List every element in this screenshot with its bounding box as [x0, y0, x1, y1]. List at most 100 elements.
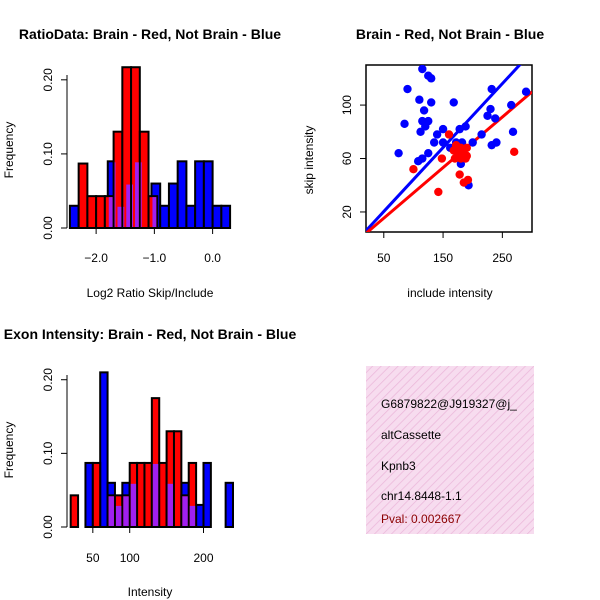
- scatter-point-brain: [449, 146, 458, 155]
- histogram-overlap-bar: [130, 483, 137, 526]
- scatter-point-not-brain: [508, 127, 518, 136]
- histogram-bar-brain: [136, 461, 146, 529]
- scatter-point-not-brain: [413, 156, 423, 166]
- histogram-bar-brain: [143, 461, 153, 529]
- histogram-bar-not-brain: [159, 204, 170, 229]
- scatter-point-not-brain: [438, 138, 448, 147]
- histogram-bar-brain: [172, 430, 183, 529]
- scatter-point-not-brain: [521, 87, 531, 96]
- histogram-overlap-bar: [117, 206, 122, 227]
- histogram-overlap-bar: [123, 496, 129, 526]
- histogram-overlap-bar: [134, 162, 139, 227]
- x-tick-label: 0.0: [204, 251, 221, 265]
- y-tick-label: 0.10: [41, 142, 55, 166]
- intensity-x-label: Intensity: [128, 585, 173, 599]
- scatter-point-not-brain: [400, 119, 409, 128]
- y-tick-label: 20: [340, 205, 354, 219]
- histogram-overlap-bar: [182, 496, 188, 526]
- scatter-point-not-brain: [468, 138, 477, 147]
- histogram-overlap-bar: [115, 505, 122, 526]
- histogram-overlap-bar: [108, 496, 114, 526]
- histogram-bar-not-brain: [99, 371, 109, 529]
- histogram-bar-not-brain: [202, 160, 214, 229]
- info-panel: G6879822@J919327@j_ altCassette Kpnb3 ch…: [366, 366, 534, 534]
- ratio-x-label: Log2 Ratio Skip/Include: [87, 286, 214, 300]
- ratio-chart-title: RatioData: Brain - Red, Not Brain - Blue: [19, 26, 281, 42]
- scatter-point-brain: [455, 170, 464, 179]
- info-line-event-type: altCassette: [381, 428, 441, 442]
- intensity-bars: [69, 371, 235, 529]
- x-tick-label: 50: [377, 251, 391, 265]
- histogram-overlap-bar: [152, 197, 157, 227]
- scatter-point-brain: [434, 187, 443, 197]
- histogram-bar-not-brain: [224, 481, 235, 528]
- scatter-point-not-brain: [415, 95, 424, 104]
- scatter-point-brain: [462, 151, 471, 161]
- histogram-overlap-bar: [108, 197, 113, 227]
- scatter-point-not-brain: [438, 124, 448, 134]
- scatter-point-brain: [510, 147, 519, 157]
- ratio-bars: [68, 66, 232, 230]
- histogram-bar-not-brain: [185, 204, 197, 229]
- histogram-overlap-bar: [114, 162, 116, 227]
- scatter-point-not-brain: [487, 84, 496, 94]
- info-pval: Pval: 0.002667: [381, 512, 461, 526]
- intensity-chart-title: Exon Intensity: Brain - Red, Not Brain -…: [4, 326, 297, 342]
- histogram-overlap-bar: [140, 162, 142, 227]
- intensity-histogram-panel: Exon Intensity: Brain - Red, Not Brain -…: [2, 326, 296, 599]
- scatter-point-not-brain: [403, 84, 412, 94]
- x-tick-label: −2.0: [84, 251, 108, 265]
- histogram-overlap-bar: [126, 184, 131, 227]
- scatter-point-not-brain: [427, 98, 436, 107]
- ratio-y-label: Frequency: [2, 122, 16, 179]
- histogram-bar-not-brain: [176, 160, 188, 229]
- histogram-overlap-bar: [123, 206, 125, 227]
- ratio-histogram-panel: RatioData: Brain - Red, Not Brain - Blue…: [2, 26, 281, 300]
- histogram-bar-not-brain: [84, 461, 94, 529]
- histogram-bar-not-brain: [220, 204, 232, 229]
- scatter-point-brain: [437, 154, 447, 163]
- scatter-point-not-brain: [483, 111, 492, 120]
- scatter-point-not-brain: [461, 122, 470, 131]
- scatter-point-not-brain: [491, 114, 500, 123]
- histogram-bar-brain: [95, 195, 106, 230]
- scatter-point-not-brain: [394, 148, 403, 158]
- scatter-ticks: 50 150 250 20 60 100: [340, 95, 513, 265]
- y-tick-label: 0.00: [41, 515, 55, 539]
- regression-line-brain: [366, 90, 532, 232]
- scatter-chart-title: Brain - Red, Not Brain - Blue: [356, 26, 544, 42]
- x-tick-label: 250: [492, 251, 512, 265]
- scatter-point-brain: [462, 143, 471, 153]
- x-tick-label: 200: [193, 551, 213, 565]
- histogram-bar-not-brain: [202, 461, 212, 529]
- histogram-bar-brain: [77, 162, 89, 229]
- scatter-point-brain: [409, 165, 418, 174]
- scatter-point-not-brain: [432, 130, 442, 139]
- histogram-bar-brain: [158, 461, 168, 529]
- scatter-marks: [366, 65, 532, 232]
- histogram-overlap-bar: [152, 463, 159, 526]
- scatter-x-label: include intensity: [407, 286, 492, 300]
- scatter-point-brain: [456, 143, 466, 153]
- histogram-bar-not-brain: [68, 204, 80, 229]
- x-tick-label: 50: [86, 551, 100, 565]
- ratio-ticks: −2.0 −1.0 0.0 0.00 0.10 0.20: [41, 68, 221, 265]
- scatter-point-not-brain: [424, 148, 433, 158]
- intensity-y-label: Frequency: [2, 422, 16, 479]
- scatter-point-not-brain: [486, 104, 495, 114]
- y-tick-label: 0.20: [41, 68, 55, 92]
- scatter-point-not-brain: [449, 98, 458, 107]
- scatter-point-brain: [463, 175, 473, 185]
- scatter-panel: Brain - Red, Not Brain - Blue 50 150 250 20…: [302, 26, 544, 300]
- scatter-point-brain: [444, 130, 454, 139]
- histogram-bar-not-brain: [194, 160, 205, 229]
- scatter-point-not-brain: [427, 74, 436, 83]
- histogram-bar-brain: [91, 461, 102, 529]
- histogram-bar-not-brain: [167, 182, 179, 229]
- y-tick-label: 60: [340, 152, 354, 166]
- histogram-overlap-bar: [132, 184, 133, 227]
- histogram-overlap-bar: [189, 505, 196, 526]
- x-tick-label: 150: [433, 251, 453, 265]
- scatter-plot-box: [365, 64, 533, 233]
- scatter-point-not-brain: [477, 130, 486, 139]
